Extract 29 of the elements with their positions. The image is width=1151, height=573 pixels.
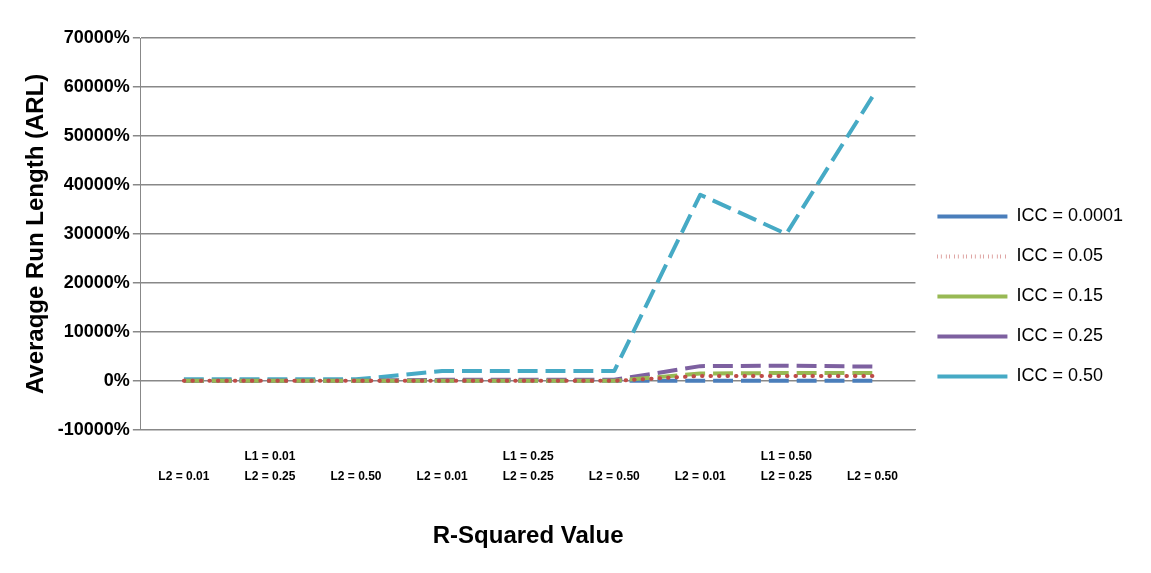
- x-tick-label: L2 = 0.01: [158, 469, 210, 484]
- x-tick-label: L2 = 0.01: [674, 469, 727, 484]
- legend-label: ICC = 0.05: [1016, 245, 1103, 266]
- y-tick-label: 10000%: [63, 320, 130, 341]
- x-axis-title: R-Squared Value: [432, 521, 624, 549]
- legend-label: ICC = 0.15: [1016, 285, 1103, 306]
- y-axis-title: Averaqge Run Length (ARL): [21, 73, 49, 395]
- line-series: [181, 94, 875, 382]
- y-tick-label: 60000%: [63, 75, 130, 96]
- x-tick-label: L2 = 0.50: [330, 469, 382, 484]
- y-tick-label: 30000%: [63, 222, 130, 243]
- y-tick-label: 0%: [103, 369, 130, 390]
- text: L1 = 0.25: [502, 449, 554, 464]
- text: L1 = 0.50: [760, 449, 813, 464]
- x-tick-label: L2 = 0.01: [416, 469, 468, 484]
- y-tick-label: -10000%: [57, 418, 130, 439]
- x-tick-label: L2 = 0.25: [760, 469, 813, 484]
- x-tick-label: L2 = 0.50: [588, 469, 641, 484]
- x-tick-label: L2 = 0.25: [502, 469, 554, 484]
- legend-label: ICC = 0.0001: [1016, 205, 1124, 226]
- x-tick-label: L2 = 0.50: [846, 469, 899, 484]
- y-tick-label: 70000%: [63, 26, 130, 47]
- text: L1 = 0.01: [244, 449, 296, 464]
- legend-label: ICC = 0.25: [1016, 325, 1103, 346]
- x-tick-label: L2 = 0.25: [244, 469, 296, 484]
- y-tick-label: 50000%: [63, 124, 130, 145]
- y-tick-label: 40000%: [63, 173, 130, 194]
- legend-label: ICC = 0.50: [1016, 365, 1103, 386]
- y-tick-label: 20000%: [63, 271, 130, 292]
